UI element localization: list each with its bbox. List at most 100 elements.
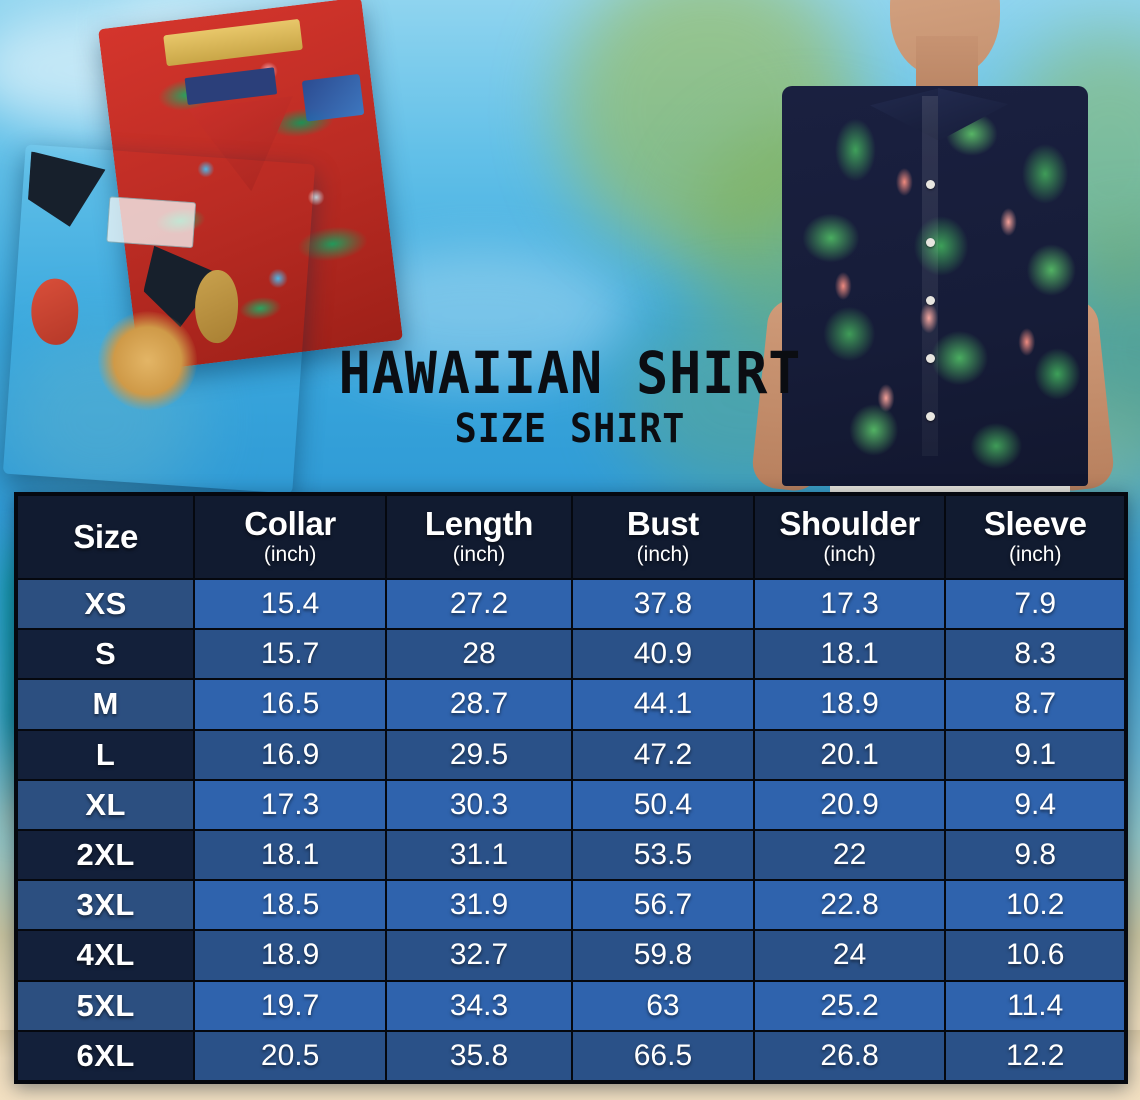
cell-collar: 16.5 xyxy=(193,678,387,731)
cell-shoulder: 18.9 xyxy=(752,678,947,731)
cell-shoulder: 24 xyxy=(752,929,947,982)
model-shirt-placket xyxy=(922,96,938,456)
cell-bust: 59.8 xyxy=(571,929,755,982)
cell-length: 28.7 xyxy=(384,678,574,731)
table-row: L 16.9 29.5 47.2 20.1 9.1 xyxy=(15,728,1126,781)
cell-sleeve: 8.3 xyxy=(944,628,1126,681)
table-row: 4XL 18.9 32.7 59.8 24 10.6 xyxy=(15,929,1126,982)
cell-size: L xyxy=(15,728,196,781)
cell-sleeve: 9.1 xyxy=(944,728,1126,781)
page-subtitle: SIZE SHIRT xyxy=(454,406,686,453)
cell-shoulder: 18.1 xyxy=(752,628,947,681)
table-row: XL 17.3 30.3 50.4 20.9 9.4 xyxy=(15,778,1126,831)
shirt-button xyxy=(926,354,935,363)
cell-sleeve: 10.2 xyxy=(944,879,1126,932)
cell-bust: 63 xyxy=(571,979,755,1032)
cell-length: 31.1 xyxy=(384,828,574,882)
column-header-bust: Bust (inch) xyxy=(571,494,755,580)
shirt-collar-band xyxy=(162,18,304,67)
cell-sleeve: 9.8 xyxy=(944,828,1126,882)
cell-collar: 18.9 xyxy=(193,929,387,982)
column-header-collar-label: Collar xyxy=(244,504,336,542)
cell-shoulder: 17.3 xyxy=(752,577,947,631)
column-header-sleeve-unit: (inch) xyxy=(1008,543,1062,567)
shirt-button xyxy=(926,412,935,421)
cell-sleeve: 8.7 xyxy=(944,678,1126,731)
shirt-collar-dark xyxy=(26,151,106,229)
cell-size: 4XL xyxy=(15,929,196,982)
shirt-button xyxy=(926,296,935,305)
title-block: HAWAIIAN SHIRT SIZE SHIRT xyxy=(310,339,830,453)
size-chart-table-container: Size Collar (inch) Length (inch) Bust (i… xyxy=(14,492,1128,1084)
cell-collar: 16.9 xyxy=(193,728,387,781)
page-title: HAWAIIAN SHIRT xyxy=(338,339,802,407)
column-header-length-unit: (inch) xyxy=(452,543,506,567)
cell-length: 31.9 xyxy=(384,879,574,932)
cell-sleeve: 9.4 xyxy=(944,778,1126,831)
cell-collar: 19.7 xyxy=(193,979,387,1032)
cell-size: XL xyxy=(15,778,196,831)
cell-collar: 18.5 xyxy=(193,879,387,932)
model-photo xyxy=(720,0,1140,496)
cell-collar: 18.1 xyxy=(193,828,387,882)
cell-size: XS xyxy=(15,577,196,631)
cell-shoulder: 20.1 xyxy=(752,728,947,781)
table-row: M 16.5 28.7 44.1 18.9 8.7 xyxy=(15,678,1126,731)
cell-collar: 15.7 xyxy=(193,628,387,681)
size-chart-table: Size Collar (inch) Length (inch) Bust (i… xyxy=(15,494,1126,1083)
cell-length: 35.8 xyxy=(384,1029,574,1083)
cell-size: M xyxy=(15,678,196,731)
cell-bust: 47.2 xyxy=(571,728,755,781)
table-row: 3XL 18.5 31.9 56.7 22.8 10.2 xyxy=(15,879,1126,932)
hibiscus-flower-motif xyxy=(94,308,200,414)
column-header-size-label: Size xyxy=(73,517,139,555)
cell-length: 29.5 xyxy=(384,728,574,781)
table-row: 5XL 19.7 34.3 63 25.2 11.4 xyxy=(15,979,1126,1032)
cell-bust: 44.1 xyxy=(571,678,755,731)
parrot-motif xyxy=(29,277,81,347)
cell-sleeve: 10.6 xyxy=(944,929,1126,982)
table-row: XS 15.4 27.2 37.8 17.3 7.9 xyxy=(15,577,1126,631)
shirt-sleeve-logo xyxy=(301,73,365,122)
cell-shoulder: 22 xyxy=(752,828,947,882)
cell-length: 32.7 xyxy=(384,929,574,982)
column-header-bust-unit: (inch) xyxy=(636,543,690,567)
cell-sleeve: 11.4 xyxy=(944,979,1126,1032)
cell-sleeve: 12.2 xyxy=(944,1029,1126,1083)
cell-collar: 20.5 xyxy=(193,1029,387,1083)
table-row: 6XL 20.5 35.8 66.5 26.8 12.2 xyxy=(15,1029,1126,1083)
cell-size: 3XL xyxy=(15,879,196,932)
table-body: XS 15.4 27.2 37.8 17.3 7.9 S 15.7 28 40.9 18.1 8.3 M… xyxy=(15,577,1126,1083)
cell-sleeve: 7.9 xyxy=(944,577,1126,631)
cell-bust: 56.7 xyxy=(571,879,755,932)
flamingo-hawaiian-shirt-image xyxy=(782,86,1088,486)
cell-bust: 40.9 xyxy=(571,628,755,681)
cell-bust: 53.5 xyxy=(571,828,755,882)
cell-shoulder: 20.9 xyxy=(752,778,947,831)
blue-hawaiian-shirt-image xyxy=(3,144,315,493)
cell-size: 6XL xyxy=(15,1029,196,1083)
column-header-collar: Collar (inch) xyxy=(193,494,387,580)
cell-length: 27.2 xyxy=(384,577,574,631)
table-row: 2XL 18.1 31.1 53.5 22 9.8 xyxy=(15,828,1126,882)
column-header-shoulder: Shoulder (inch) xyxy=(752,494,947,580)
column-header-length: Length (inch) xyxy=(384,494,574,580)
cell-size: S xyxy=(15,628,196,681)
cell-bust: 50.4 xyxy=(571,778,755,831)
column-header-size: Size xyxy=(15,494,196,580)
cell-shoulder: 22.8 xyxy=(752,879,947,932)
column-header-bust-label: Bust xyxy=(626,504,699,542)
cell-collar: 17.3 xyxy=(193,778,387,831)
table-header-row: Size Collar (inch) Length (inch) Bust (i… xyxy=(15,494,1126,580)
cell-length: 34.3 xyxy=(384,979,574,1032)
cell-bust: 66.5 xyxy=(571,1029,755,1083)
table-header: Size Collar (inch) Length (inch) Bust (i… xyxy=(15,494,1126,580)
column-header-sleeve: Sleeve (inch) xyxy=(944,494,1126,580)
cell-shoulder: 26.8 xyxy=(752,1029,947,1083)
cell-size: 5XL xyxy=(15,979,196,1032)
shirt-button xyxy=(926,238,935,247)
shirt-chest-pocket xyxy=(106,196,197,249)
column-header-shoulder-unit: (inch) xyxy=(823,543,876,567)
table-row: S 15.7 28 40.9 18.1 8.3 xyxy=(15,628,1126,681)
